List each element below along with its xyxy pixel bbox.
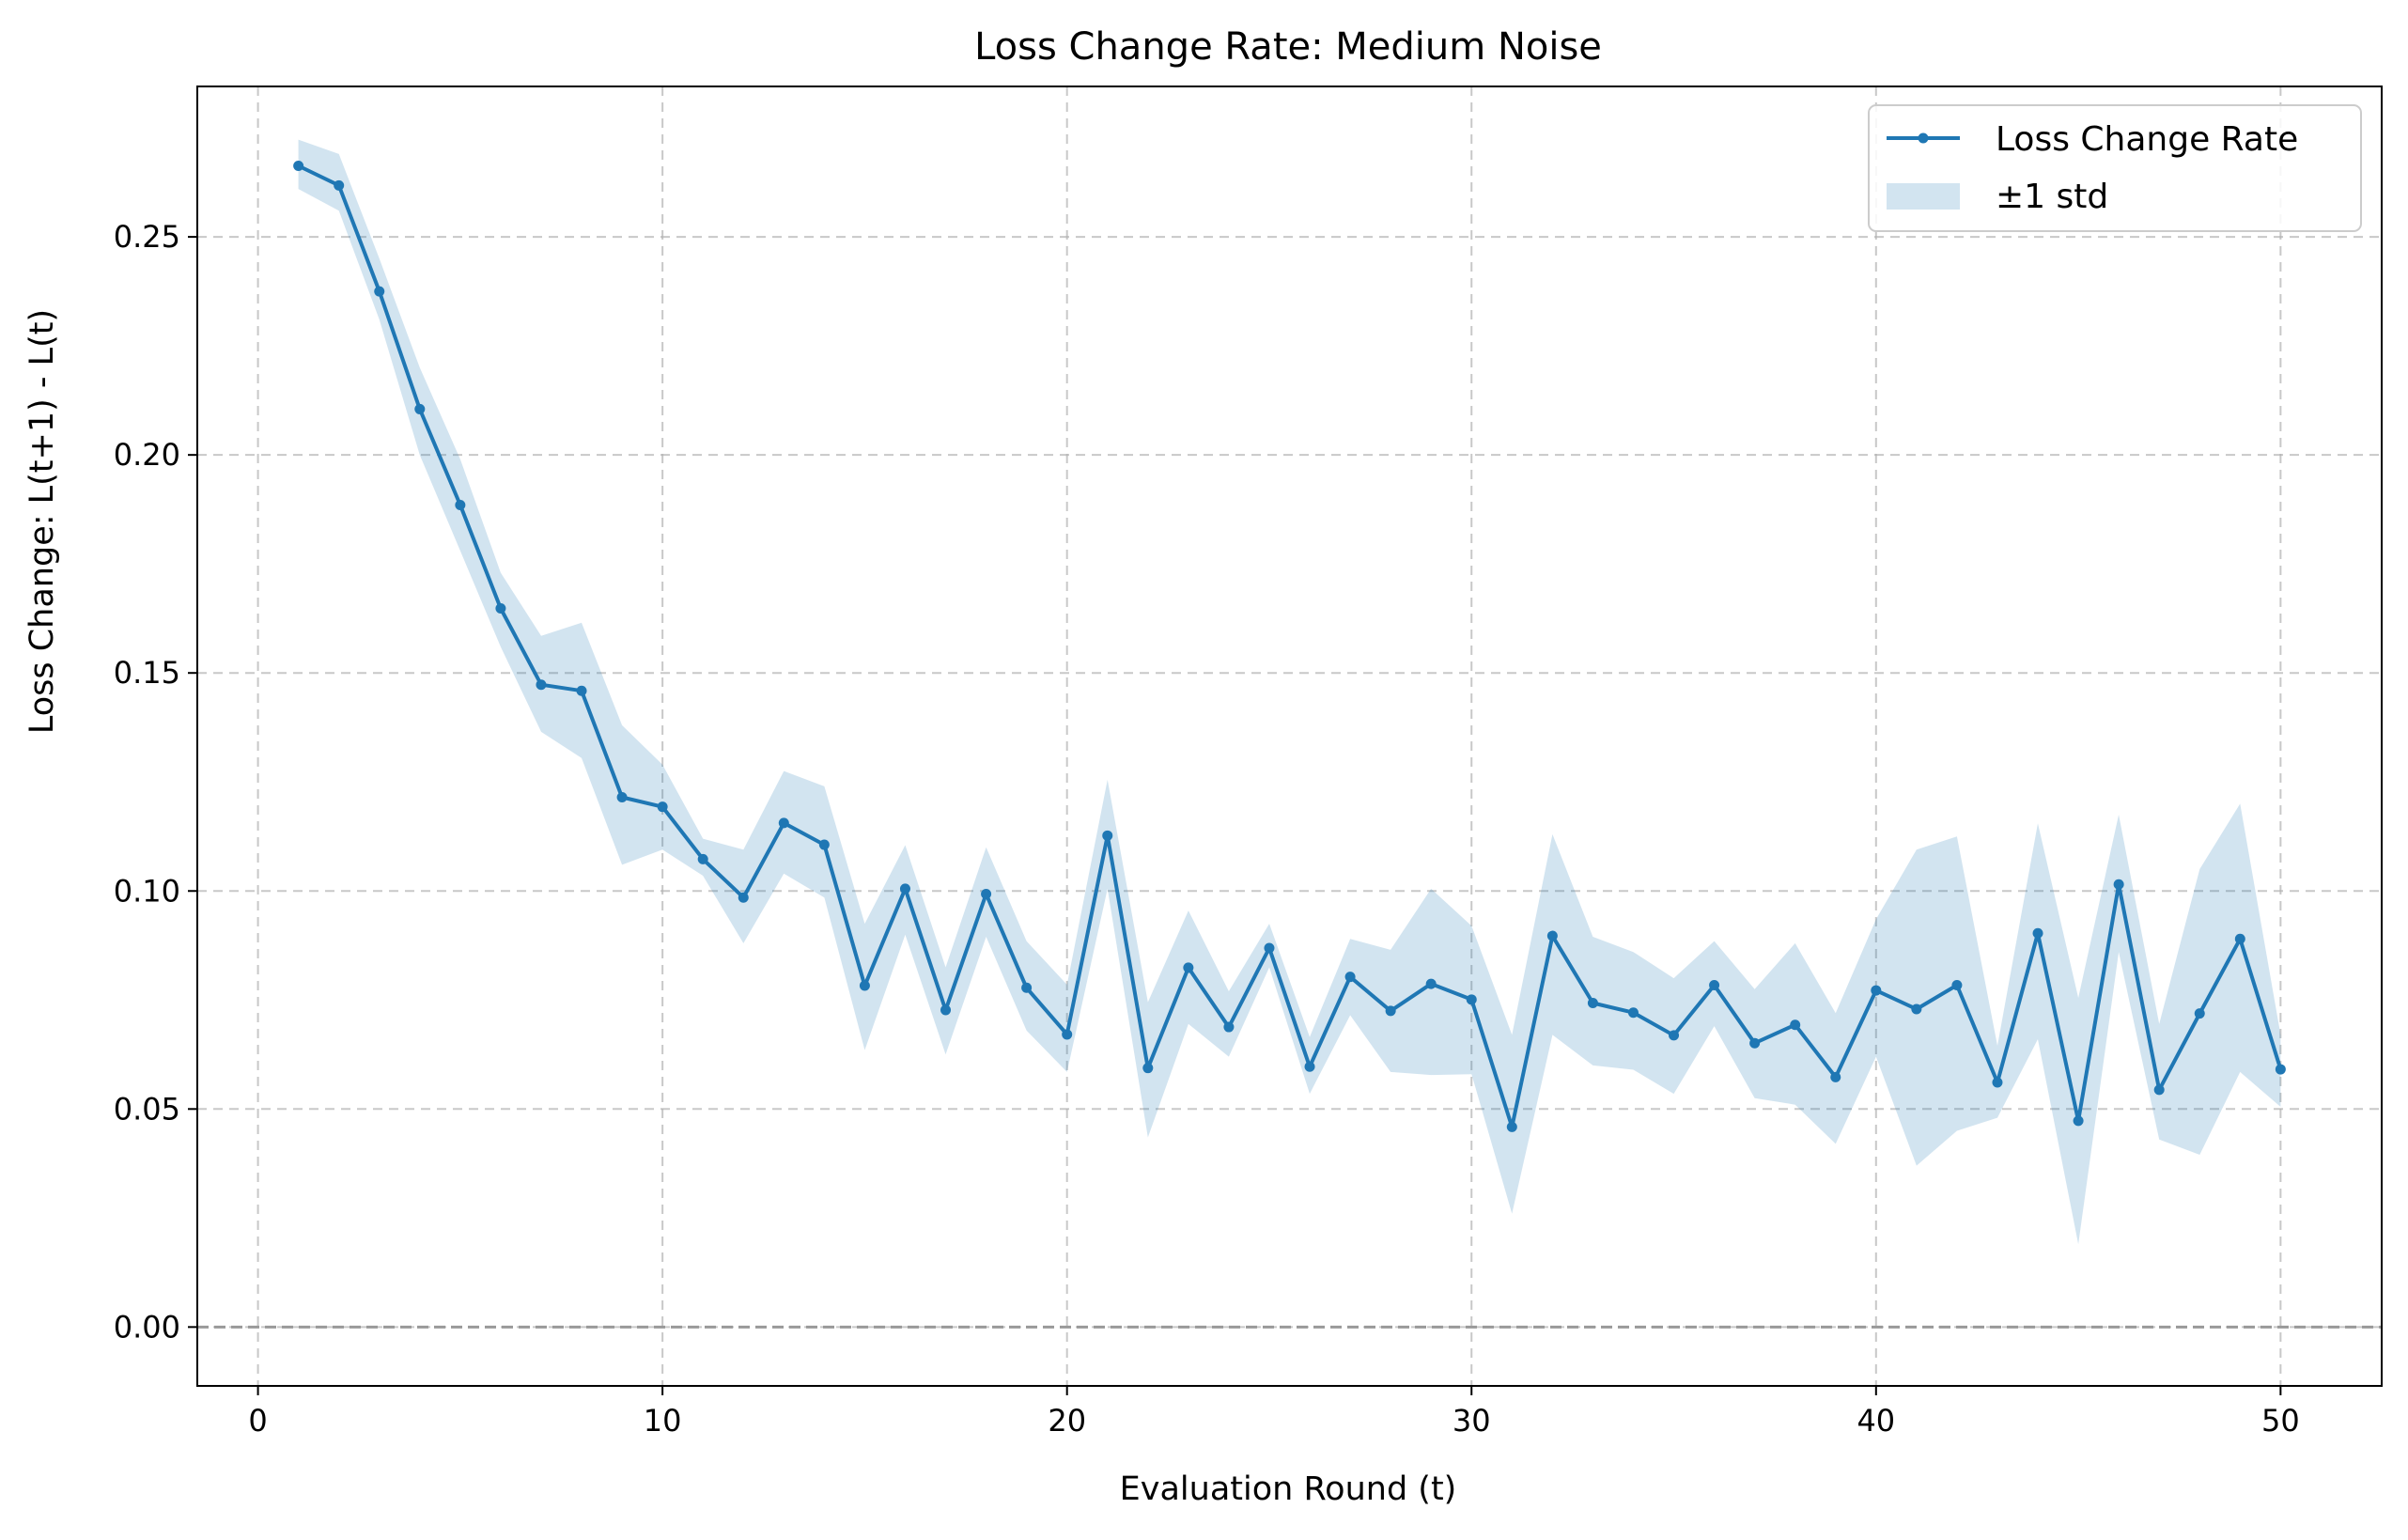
legend-band-swatch: [1887, 183, 1960, 210]
legend-label-series: Loss Change Rate: [1996, 120, 2298, 159]
data-point: [1830, 1071, 1841, 1082]
plot-frame: [196, 86, 2383, 1387]
data-point: [1951, 979, 1963, 990]
x-tick-label: 30: [1453, 1403, 1491, 1439]
legend-label-band: ±1 std: [1996, 178, 2108, 216]
data-point: [859, 980, 870, 991]
data-point: [2032, 927, 2043, 939]
data-point: [1627, 1007, 1639, 1019]
x-tick-label: 10: [644, 1403, 682, 1439]
x-tick-label: 20: [1048, 1403, 1086, 1439]
data-point: [1223, 1021, 1235, 1033]
data-point: [940, 1004, 952, 1016]
data-point: [1304, 1061, 1315, 1072]
y-tick-label: 0.20: [114, 437, 180, 473]
data-point: [334, 179, 345, 191]
data-point: [738, 892, 749, 903]
data-point: [1425, 978, 1437, 989]
data-point: [2194, 1008, 2205, 1019]
data-point: [1749, 1037, 1761, 1049]
y-tick-label: 0.25: [114, 219, 180, 255]
data-point: [1709, 979, 1720, 990]
data-point: [536, 679, 547, 691]
data-point: [1021, 982, 1033, 993]
data-point: [2073, 1115, 2084, 1127]
data-point: [1546, 930, 1558, 941]
x-axis-label: Evaluation Round (t): [1120, 1470, 1457, 1508]
data-point: [2234, 933, 2245, 944]
data-point: [1871, 985, 1882, 996]
data-point: [697, 853, 708, 864]
data-point: [1102, 830, 1113, 841]
data-point: [455, 500, 466, 511]
data-point: [1344, 972, 1356, 983]
x-tick-label: 50: [2261, 1403, 2300, 1439]
data-point: [657, 801, 668, 813]
y-axis-label: Loss Change: L(t+1) - L(t): [23, 309, 61, 734]
legend-marker-swatch: [1918, 132, 1929, 144]
data-point: [1385, 1005, 1396, 1017]
data-point: [1669, 1030, 1680, 1041]
data-point: [1264, 942, 1275, 954]
data-point: [616, 791, 628, 802]
y-tick-label: 0.05: [114, 1091, 180, 1127]
data-point: [576, 685, 587, 696]
data-point: [293, 160, 304, 171]
y-tick-label: 0.10: [114, 873, 180, 909]
data-point: [818, 839, 830, 850]
data-point: [778, 817, 789, 829]
data-point: [495, 603, 506, 614]
data-point: [1506, 1121, 1517, 1132]
std-band: [298, 139, 2281, 1245]
data-point: [1466, 994, 1477, 1005]
axis-ticks: 0 10 20 30 40 50 0.00 0.05 0.10 0.15 0.20 0.25: [114, 219, 2300, 1439]
y-tick-label: 0.00: [114, 1309, 180, 1345]
data-point: [899, 883, 910, 894]
y-tick-label: 0.15: [114, 655, 180, 691]
series-markers: [293, 160, 2286, 1132]
data-point: [1992, 1077, 2003, 1088]
data-point: [1911, 1003, 1922, 1015]
data-point: [1790, 1019, 1801, 1031]
chart-title: Loss Change Rate: Medium Noise: [974, 25, 1602, 69]
data-point: [1587, 998, 1598, 1009]
legend: Loss Change Rate ±1 std: [1868, 104, 2362, 232]
legend-box: [1868, 104, 2362, 232]
data-point: [1183, 962, 1194, 973]
data-point: [414, 403, 426, 414]
data-point: [981, 889, 992, 900]
data-point: [2113, 879, 2124, 890]
std-band-area: [298, 139, 2281, 1245]
data-point: [1142, 1063, 1154, 1074]
data-point: [1062, 1029, 1073, 1040]
x-tick-label: 40: [1856, 1403, 1895, 1439]
data-point: [374, 286, 385, 297]
x-tick-label: 0: [248, 1403, 267, 1439]
data-point: [2275, 1064, 2286, 1075]
series-line: [297, 163, 2283, 1129]
data-point: [2153, 1084, 2165, 1096]
loss-change-line: [297, 163, 2283, 1129]
